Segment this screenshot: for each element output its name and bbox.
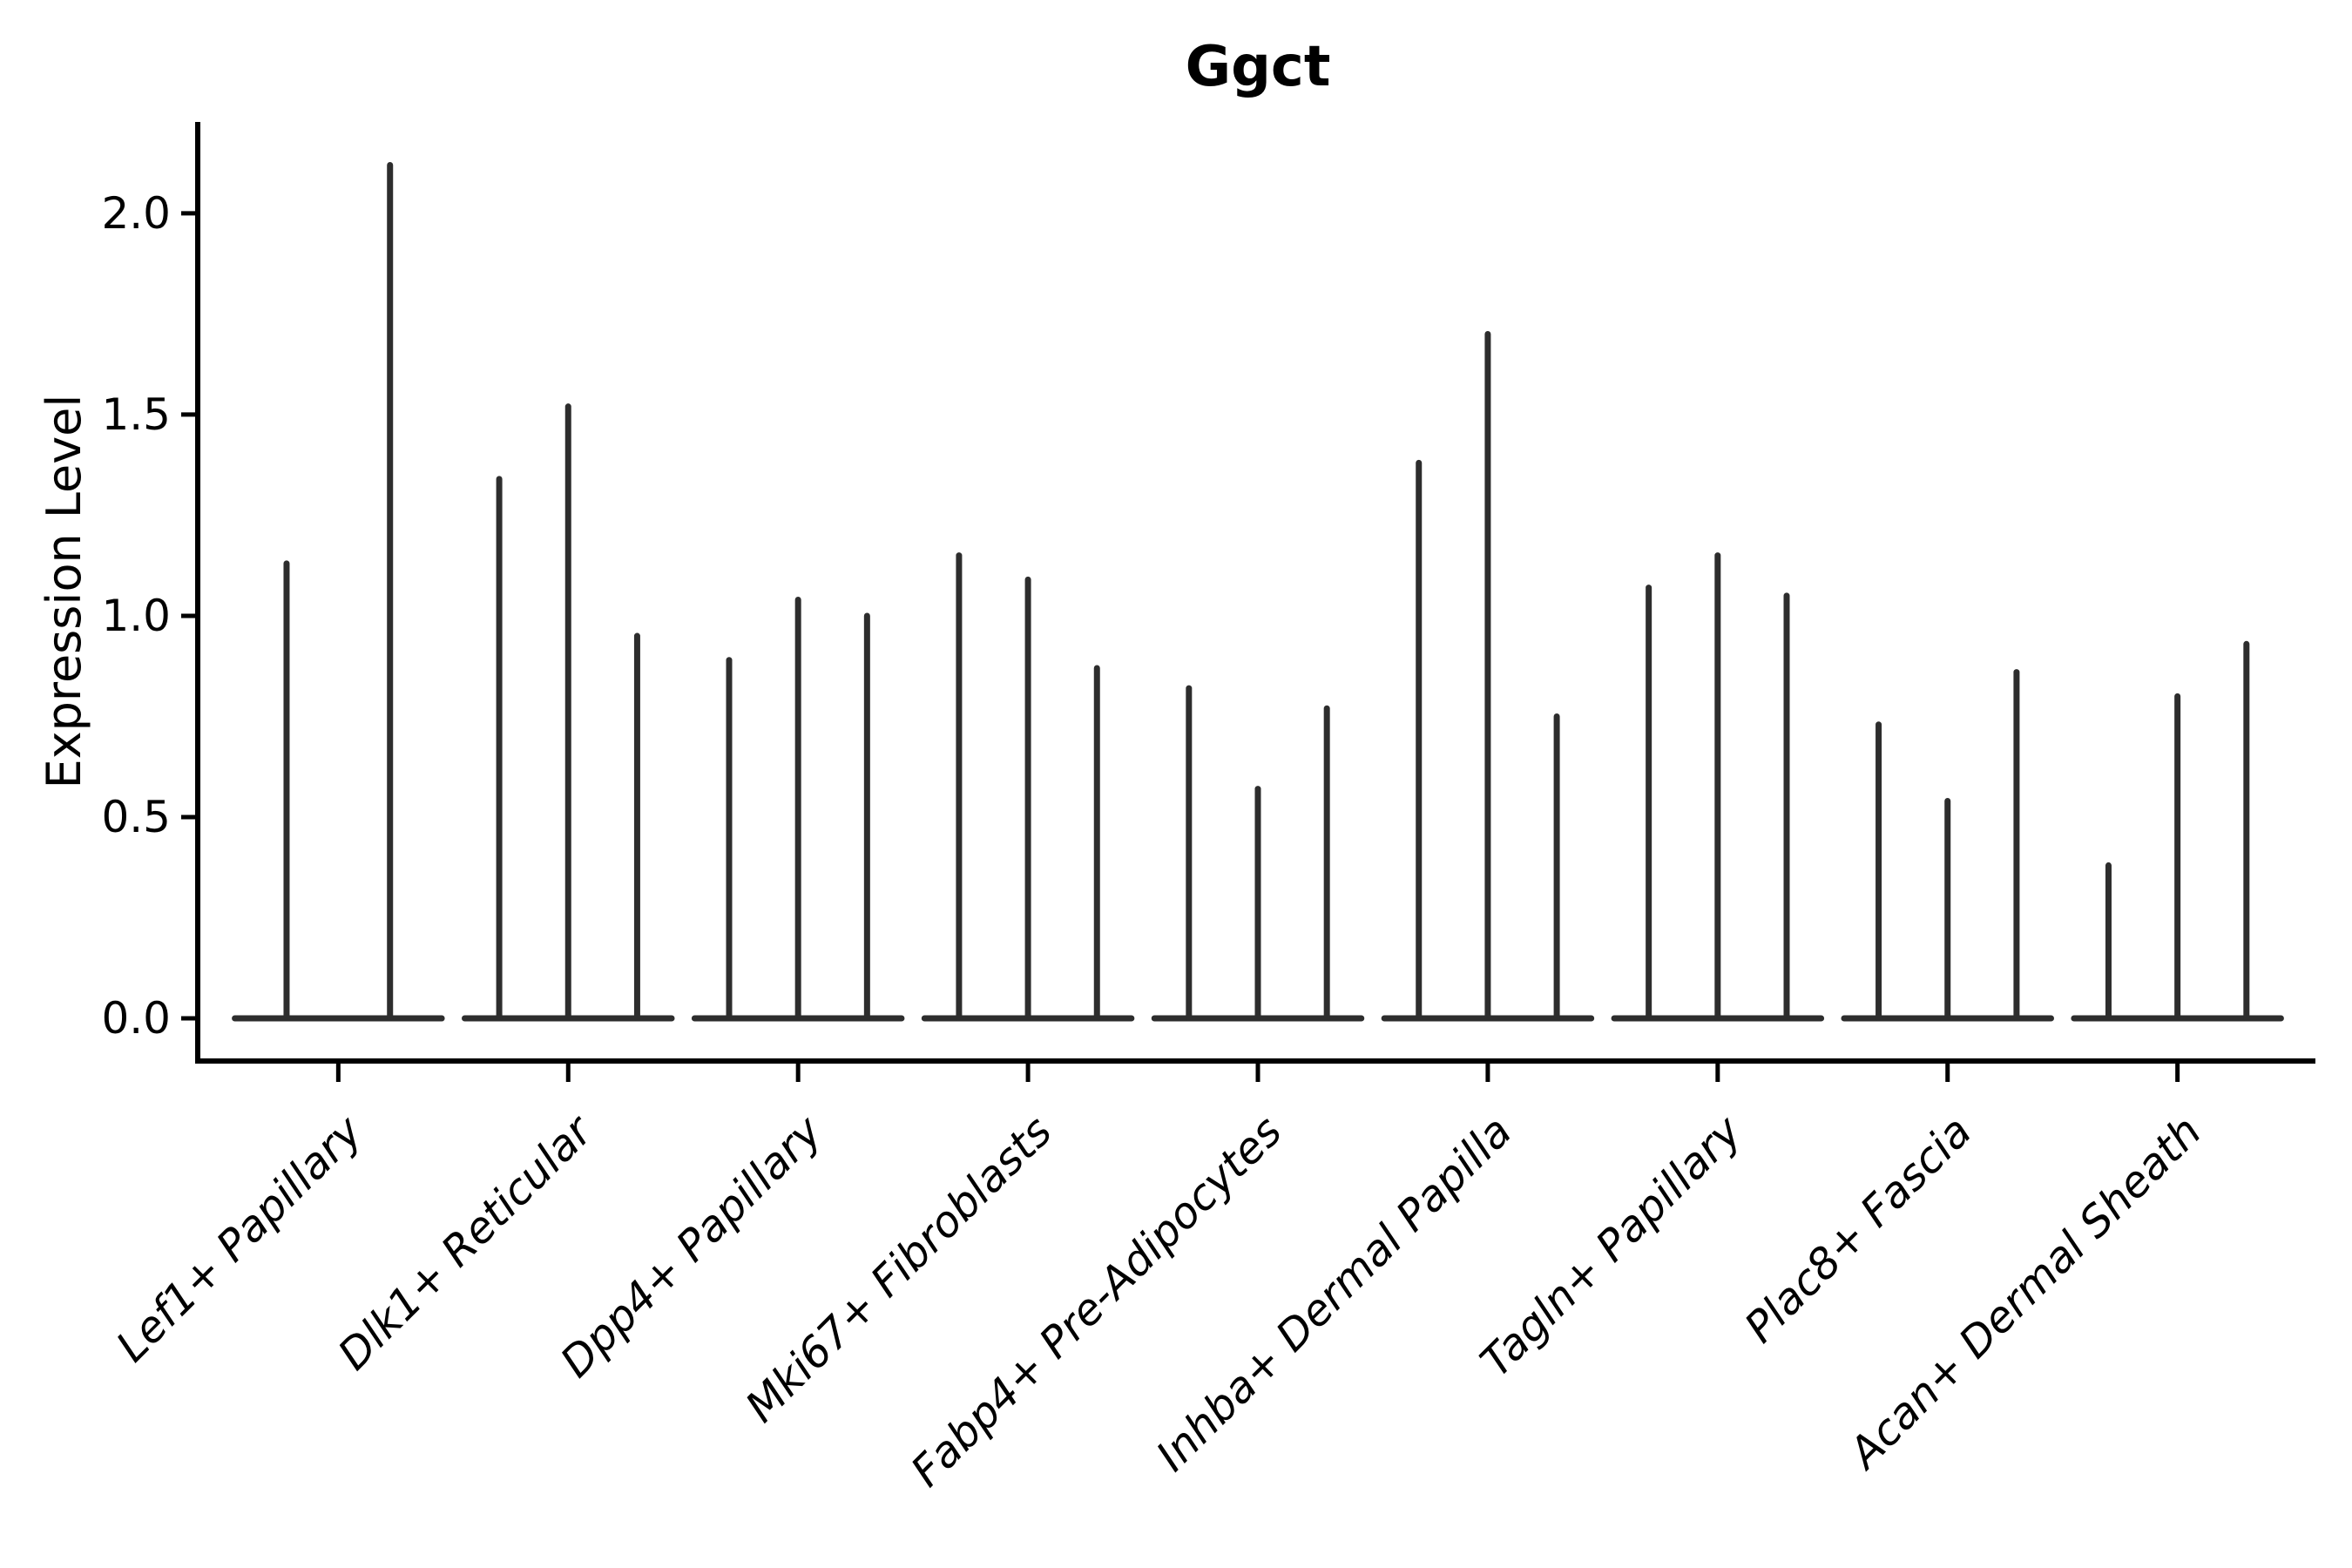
violin-group-6 xyxy=(1381,331,1595,1022)
violin-group-3 xyxy=(691,596,905,1022)
violin-group-8 xyxy=(1841,669,2054,1022)
violin-group-5 xyxy=(1151,685,1365,1022)
y-tick-label: 0.5 xyxy=(101,792,171,842)
violin-group-9 xyxy=(2071,640,2284,1022)
violin-group-1 xyxy=(232,161,445,1022)
violin-group-7 xyxy=(1611,552,1825,1022)
x-tick-label: Fabp4+ Pre-Adipocytes xyxy=(902,1106,1292,1497)
y-tick-label: 1.5 xyxy=(101,389,171,440)
violin-group-2 xyxy=(462,403,675,1022)
x-tick-label: Plac8+ Fascia xyxy=(1735,1106,1981,1352)
violin-group-4 xyxy=(921,552,1135,1022)
chart-title: Ggct xyxy=(1186,35,1331,99)
y-tick-label: 1.0 xyxy=(101,591,171,641)
x-tick-label: Lef1+ Papillary xyxy=(107,1105,373,1371)
y-axis-ticks: 0.0 0.5 1.0 1.5 2.0 xyxy=(101,188,200,1044)
x-tick-label: Dlk1+ Reticular xyxy=(328,1105,603,1379)
y-tick-label: 0.0 xyxy=(101,993,171,1044)
y-axis-label: Expression Level xyxy=(37,395,91,789)
y-tick-label: 2.0 xyxy=(101,188,171,239)
violins-layer xyxy=(232,161,2284,1022)
